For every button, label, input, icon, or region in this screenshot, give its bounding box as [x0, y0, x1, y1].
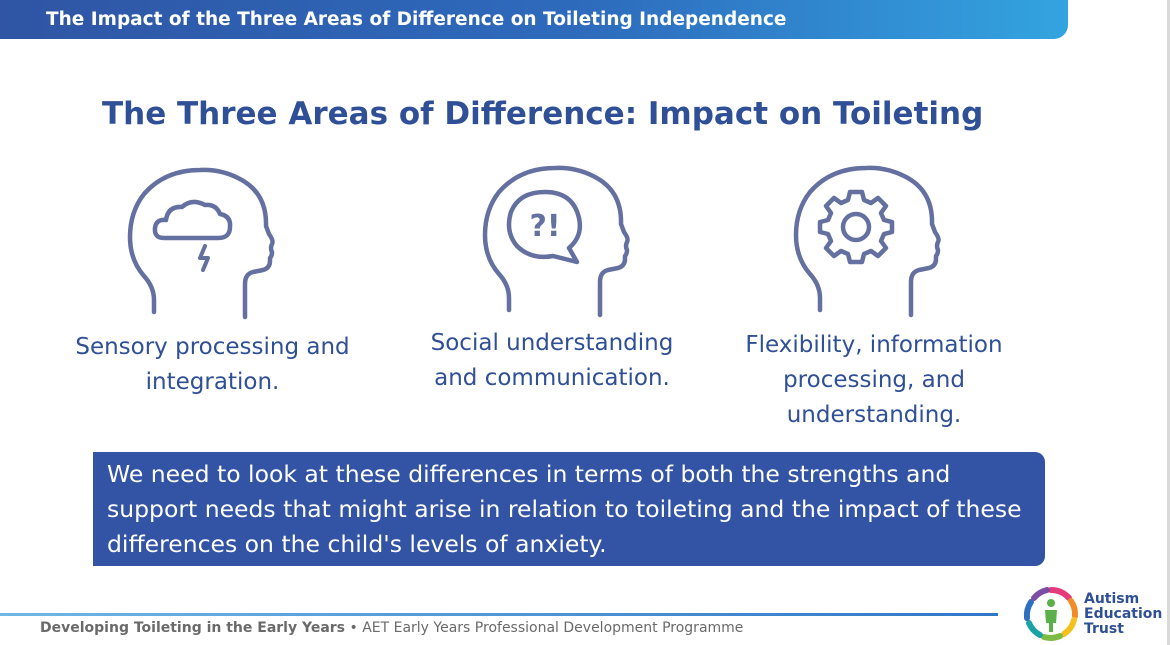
head-storm-cloud-icon [127, 167, 275, 320]
logo-line: Education [1084, 606, 1163, 622]
logo-text: Autism Education Trust [1084, 592, 1162, 637]
footer-programme: AET Early Years Professional Development… [362, 620, 744, 636]
logo-line: Trust [1084, 621, 1124, 637]
header-title: The Impact of the Three Areas of Differe… [46, 9, 787, 30]
footer-separator: • [345, 620, 363, 636]
logo-line: Autism [1084, 591, 1140, 607]
area-label-sensory: Sensory processing and integration. [60, 330, 365, 400]
speech-bubble-text: ?! [529, 209, 560, 244]
slide-edge [1167, 0, 1170, 645]
area-label-line: Flexibility, information [745, 332, 1003, 358]
callout-box: We need to look at these differences in … [93, 452, 1045, 566]
head-gear-icon [793, 165, 941, 318]
page-title: The Three Areas of Difference: Impact on… [102, 96, 984, 132]
callout-line: differences on the child's levels of anx… [107, 530, 607, 558]
footer-divider [0, 613, 998, 616]
area-label-line: and communication. [434, 365, 670, 391]
callout-line: We need to look at these differences in … [107, 460, 951, 488]
footer-text: Developing Toileting in the Early Years … [40, 620, 743, 636]
area-label-line: processing, and [783, 367, 965, 393]
area-label-line: integration. [145, 369, 280, 395]
callout-line: support needs that might arise in relati… [107, 495, 1022, 523]
callout-text: We need to look at these differences in … [107, 457, 1037, 562]
area-label-line: understanding. [786, 402, 962, 428]
area-label-line: Sensory processing and [75, 334, 350, 360]
footer-course: Developing Toileting in the Early Years [40, 620, 346, 636]
area-label-social: Social understanding and communication. [407, 326, 697, 396]
area-label-line: Social understanding [430, 330, 674, 356]
aet-logo-icon [1023, 586, 1079, 641]
header-bar [0, 0, 1068, 39]
area-label-flexibility: Flexibility, information processing, and… [724, 328, 1024, 433]
head-speech-bubble-icon: ?! [482, 165, 630, 318]
